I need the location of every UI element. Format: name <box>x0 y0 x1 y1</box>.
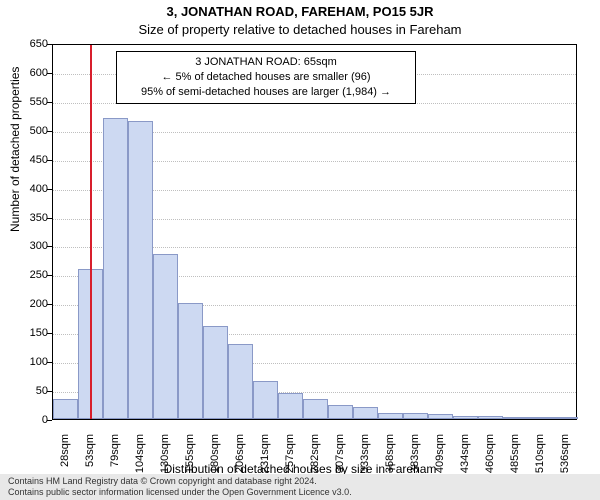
histogram-bar <box>103 118 128 419</box>
y-tick-label: 150 <box>8 327 48 339</box>
histogram-bar <box>153 254 178 419</box>
chart-subtitle: Size of property relative to detached ho… <box>0 22 600 37</box>
histogram-bar <box>228 344 253 419</box>
plot-area: 3 JONATHAN ROAD: 65sqm← 5% of detached h… <box>52 44 577 420</box>
histogram-bar <box>553 417 578 419</box>
infobox-line3: 95% of semi-detached houses are larger (… <box>125 85 407 100</box>
histogram-bar <box>378 413 403 419</box>
y-tick-label: 350 <box>8 212 48 224</box>
y-tick-label: 550 <box>8 96 48 108</box>
y-tick-label: 300 <box>8 240 48 252</box>
infobox: 3 JONATHAN ROAD: 65sqm← 5% of detached h… <box>116 51 416 104</box>
y-tick-label: 100 <box>8 356 48 368</box>
plot-inner: 3 JONATHAN ROAD: 65sqm← 5% of detached h… <box>53 45 576 419</box>
y-tick-label: 400 <box>8 183 48 195</box>
histogram-bar <box>303 399 328 419</box>
chart-root: { "title": "3, JONATHAN ROAD, FAREHAM, P… <box>0 0 600 500</box>
y-tick-label: 0 <box>8 414 48 426</box>
histogram-bar <box>503 417 528 419</box>
infobox-line2: ← 5% of detached houses are smaller (96) <box>125 70 407 85</box>
y-tick-label: 250 <box>8 269 48 281</box>
histogram-bar <box>203 326 228 419</box>
property-marker-line <box>90 45 92 419</box>
y-tick-label: 50 <box>8 385 48 397</box>
y-tick-label: 650 <box>8 38 48 50</box>
histogram-bar <box>53 399 78 419</box>
histogram-bar <box>478 416 503 419</box>
y-tick-label: 200 <box>8 298 48 310</box>
footer-line-2: Contains public sector information licen… <box>8 487 592 498</box>
histogram-bar <box>328 405 353 419</box>
histogram-bar <box>528 417 553 419</box>
y-tick-label: 450 <box>8 154 48 166</box>
histogram-bar <box>128 121 153 419</box>
histogram-bar <box>428 414 453 419</box>
infobox-line1: 3 JONATHAN ROAD: 65sqm <box>125 55 407 70</box>
histogram-bar <box>353 407 378 419</box>
footer-line-1: Contains HM Land Registry data © Crown c… <box>8 476 592 487</box>
chart-title: 3, JONATHAN ROAD, FAREHAM, PO15 5JR <box>0 4 600 19</box>
histogram-bar <box>253 381 278 419</box>
y-tick-label: 600 <box>8 67 48 79</box>
footer: Contains HM Land Registry data © Crown c… <box>0 474 600 500</box>
histogram-bar <box>403 413 428 419</box>
histogram-bar <box>178 303 203 419</box>
histogram-bar <box>453 416 478 419</box>
y-tick-label: 500 <box>8 125 48 137</box>
histogram-bar <box>278 393 303 419</box>
y-axis-title: Number of detached properties <box>8 67 22 232</box>
